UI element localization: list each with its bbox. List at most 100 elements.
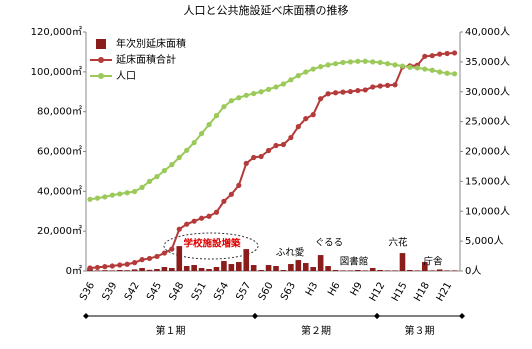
marker xyxy=(228,98,234,104)
annotation: 学校施設増築 xyxy=(183,238,241,250)
bar xyxy=(221,261,227,271)
marker xyxy=(176,154,182,161)
marker xyxy=(191,139,197,146)
marker xyxy=(303,116,309,122)
y2-tick-label: 30,000人 xyxy=(465,86,510,98)
legend-label: 延床面積合計 xyxy=(116,53,176,66)
marker xyxy=(444,70,450,76)
bar xyxy=(206,269,212,271)
bar xyxy=(340,270,346,271)
bar xyxy=(183,266,190,271)
marker xyxy=(451,50,458,56)
annotation: 六花 xyxy=(388,237,408,249)
line xyxy=(89,60,455,201)
bar xyxy=(273,266,279,271)
marker xyxy=(451,71,458,77)
x-tick-label: S60 xyxy=(257,281,276,303)
marker xyxy=(206,213,212,219)
marker xyxy=(273,84,279,90)
x-tick-label: H9 xyxy=(349,281,365,299)
bar xyxy=(176,246,183,271)
x-tick-label: S42 xyxy=(123,281,142,303)
marker xyxy=(176,226,182,232)
marker xyxy=(117,191,123,197)
marker xyxy=(325,91,331,97)
chart-title: 人口と公共施設延べ床面積の推移 xyxy=(184,3,349,17)
bar xyxy=(347,270,354,271)
marker xyxy=(407,64,413,70)
bar xyxy=(429,270,436,271)
bar xyxy=(407,270,413,271)
marker xyxy=(422,53,428,59)
bar xyxy=(258,270,264,271)
marker xyxy=(273,142,279,149)
marker xyxy=(87,196,93,202)
period-label: 第２期 xyxy=(301,324,331,337)
marker xyxy=(332,90,339,96)
marker xyxy=(251,90,257,97)
y-tick-label: 20,000㎡ xyxy=(37,225,82,237)
x-tick-label: H12 xyxy=(368,281,388,304)
y2-tick-label: 35,000人 xyxy=(465,56,510,68)
marker xyxy=(280,81,287,87)
marker xyxy=(347,59,353,65)
bar xyxy=(325,266,331,271)
marker xyxy=(385,82,391,88)
marker xyxy=(94,195,101,201)
marker xyxy=(362,87,368,93)
marker xyxy=(385,61,391,67)
marker xyxy=(295,73,301,79)
bar xyxy=(392,270,398,271)
marker xyxy=(288,134,294,141)
marker xyxy=(169,246,175,252)
marker xyxy=(206,122,212,128)
x-tick-label: S57 xyxy=(234,281,253,303)
marker xyxy=(161,250,167,256)
marker xyxy=(280,141,287,148)
bar xyxy=(154,269,160,271)
marker xyxy=(199,130,205,137)
bar xyxy=(295,260,302,271)
marker xyxy=(102,194,108,200)
marker xyxy=(139,257,145,263)
marker xyxy=(169,162,175,168)
marker xyxy=(139,184,145,190)
bar xyxy=(191,265,197,271)
bar xyxy=(355,270,361,271)
x-tick-label: S54 xyxy=(212,281,231,303)
marker xyxy=(265,86,272,92)
marker xyxy=(258,153,264,160)
line xyxy=(89,51,455,270)
bar xyxy=(280,270,287,271)
bar xyxy=(213,267,220,271)
bar xyxy=(131,269,138,271)
bar xyxy=(236,262,242,271)
marker xyxy=(154,173,160,180)
bar xyxy=(451,270,458,271)
marker xyxy=(236,182,242,188)
marker xyxy=(437,51,443,57)
marker xyxy=(429,53,435,59)
bar xyxy=(369,268,376,271)
marker xyxy=(444,50,450,57)
marker xyxy=(184,147,190,153)
marker xyxy=(265,147,272,154)
marker xyxy=(318,96,324,102)
marker xyxy=(370,59,376,65)
x-tick-label: S51 xyxy=(190,281,209,303)
y-tick-label: 40,000㎡ xyxy=(37,185,82,197)
bar xyxy=(109,270,116,271)
bar xyxy=(124,270,130,271)
y2-tick-label: 0人 xyxy=(465,265,481,277)
marker xyxy=(355,58,361,64)
x-tick-label: H6 xyxy=(326,281,342,299)
marker xyxy=(109,263,115,269)
marker xyxy=(132,188,138,195)
marker xyxy=(377,83,383,89)
legend-swatch xyxy=(98,73,104,79)
marker xyxy=(221,198,227,204)
marker xyxy=(370,84,376,90)
marker xyxy=(422,66,428,72)
marker xyxy=(199,215,205,221)
x-tick-label: S36 xyxy=(78,281,97,303)
